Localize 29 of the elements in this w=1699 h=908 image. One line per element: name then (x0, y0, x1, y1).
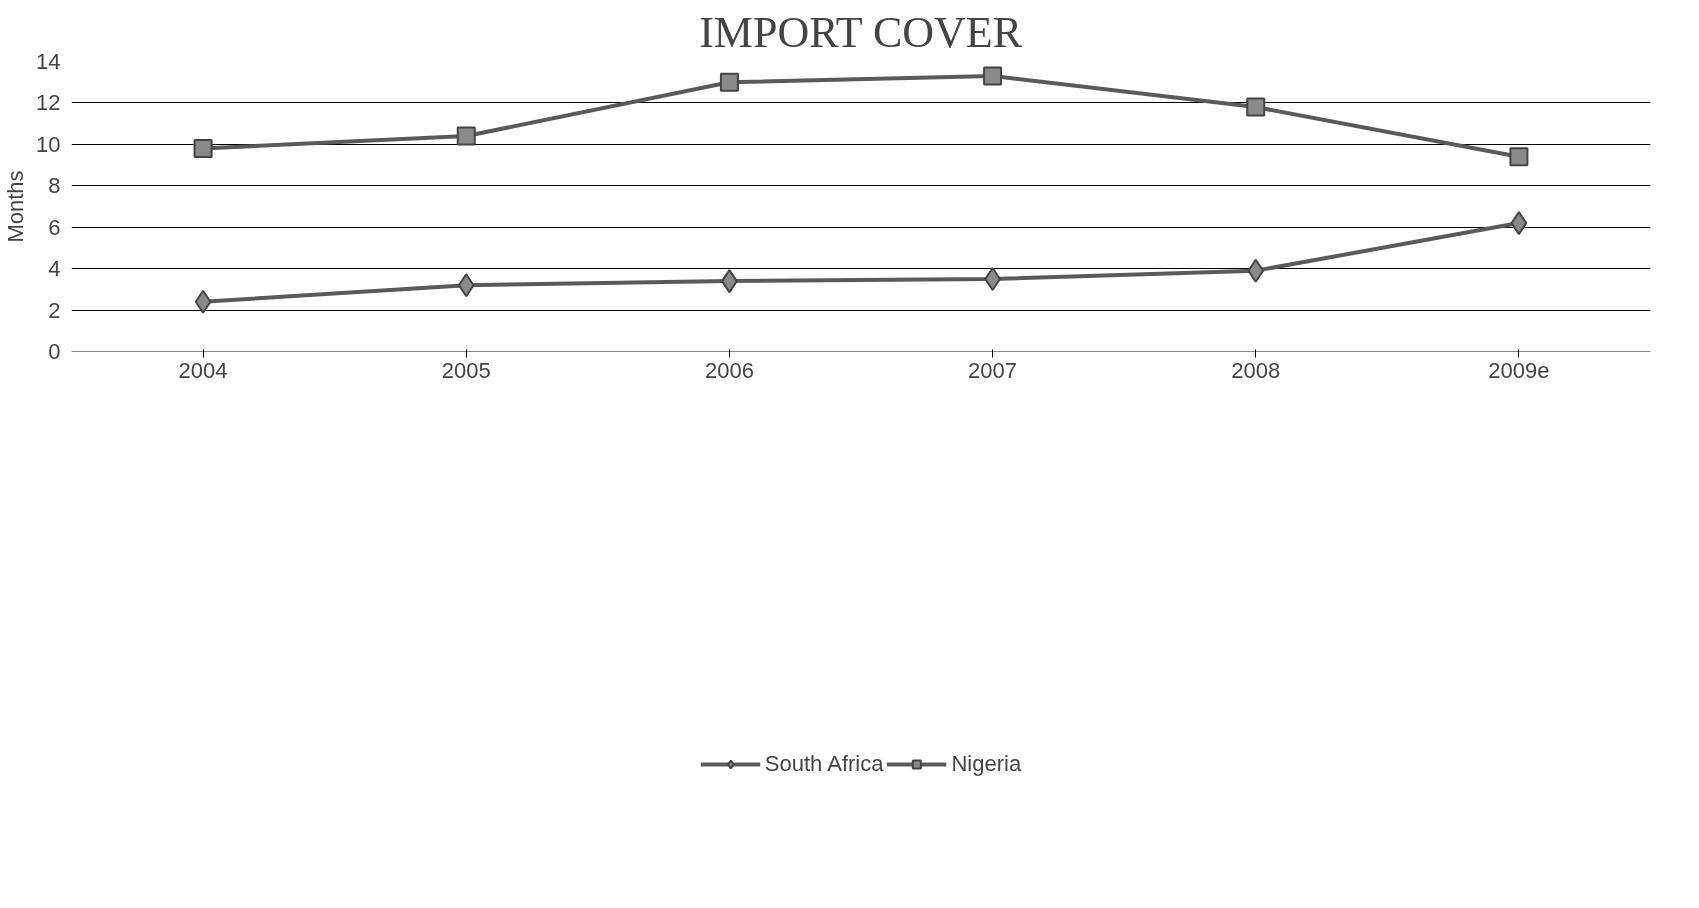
point (194, 289, 212, 314)
point (1510, 211, 1528, 236)
x-tick-label: 2009e (1488, 357, 1550, 383)
legend-label: South Africa (764, 750, 884, 777)
x-tick-label: 2004 (178, 357, 228, 383)
point (984, 267, 1001, 291)
y-tick-label: 0 (48, 339, 61, 364)
point (1246, 97, 1266, 117)
y-tick-label: 14 (36, 49, 61, 74)
point (456, 126, 476, 146)
y-tick-label: 10 (36, 131, 61, 157)
y-tick-label: 6 (48, 214, 61, 240)
point (1509, 147, 1529, 167)
y-axis-title: Months (3, 170, 29, 243)
y-tick-label: 4 (48, 256, 61, 282)
x-tick-label: 2005 (441, 357, 491, 383)
y-tick-label: 2 (48, 297, 61, 323)
legend-label: Nigeria (951, 750, 1022, 777)
x-tick-label: 2008 (1231, 357, 1281, 383)
point (193, 139, 213, 158)
point (719, 72, 739, 92)
point (1247, 258, 1265, 283)
y-tick-label: 8 (48, 173, 61, 199)
point (983, 66, 1003, 86)
y-tick-label: 12 (36, 90, 61, 116)
x-tick-label: 2007 (968, 357, 1018, 383)
point (457, 273, 475, 298)
x-tick-label: 2006 (704, 357, 754, 383)
chart-title: IMPORT COVER (699, 7, 1023, 57)
